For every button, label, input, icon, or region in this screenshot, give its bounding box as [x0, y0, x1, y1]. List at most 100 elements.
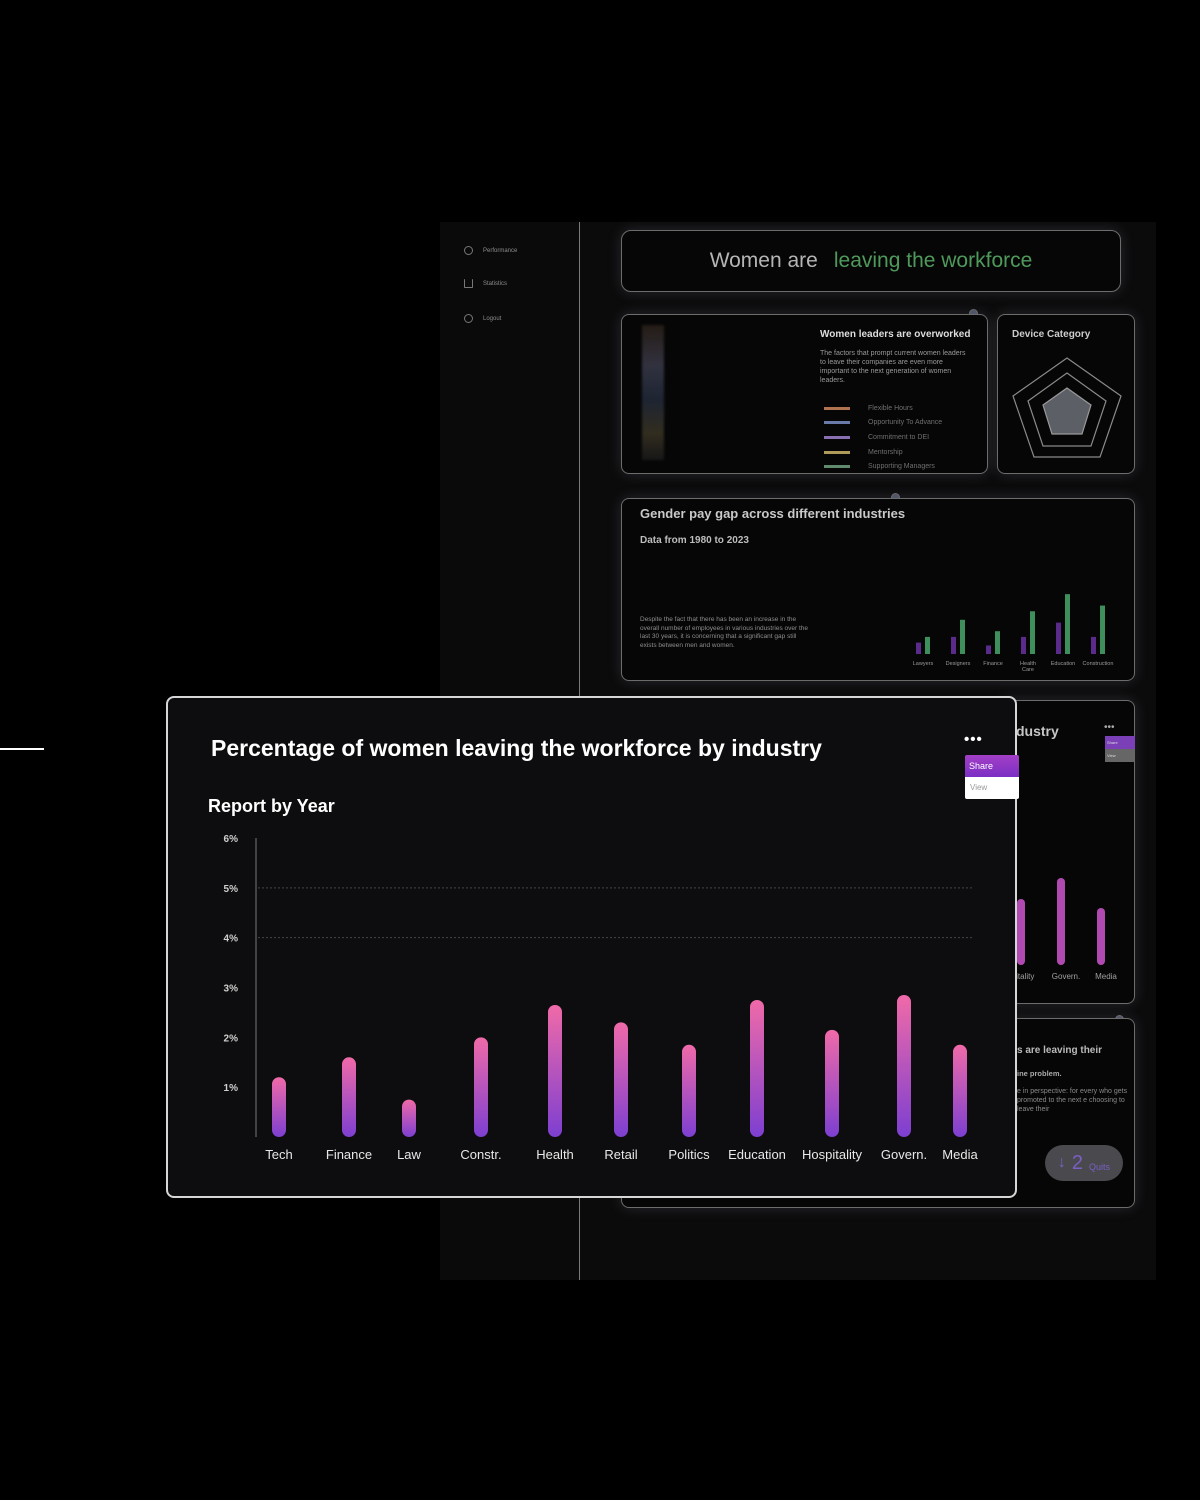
bar: [825, 1029, 839, 1137]
x-tick-label: Hospitality: [802, 1147, 862, 1162]
legend-swatch: [824, 406, 850, 410]
x-tick-label: Law: [397, 1147, 421, 1162]
options-menu: Share View: [965, 755, 1019, 799]
x-tick-label: Finance: [326, 1147, 372, 1162]
bar: [1097, 908, 1105, 965]
legend-swatch: [824, 450, 850, 454]
bar: [1091, 636, 1096, 654]
sidebar-item-statistics[interactable]: Statistics: [464, 279, 507, 288]
bar: [951, 636, 956, 654]
bar: [272, 1077, 286, 1137]
sidebar-item-performance[interactable]: Performance: [464, 246, 517, 255]
mini-menu: Share View: [1105, 736, 1135, 762]
bar-chart: 1% 2% 3% 4% 5% 6% Tech Finance Law Constr. Health R…: [224, 834, 979, 1162]
y-tick-label: 5%: [224, 884, 239, 895]
divider: [0, 748, 44, 750]
x-tick-label: Education: [1051, 661, 1075, 667]
more-icon[interactable]: •••: [1104, 722, 1115, 733]
bar: [1056, 622, 1061, 654]
bar: [548, 1004, 562, 1137]
bar: [897, 994, 911, 1137]
bar: [614, 1022, 628, 1137]
bar: [953, 1044, 967, 1137]
pay-gap-card: Gender pay gap across different industri…: [621, 498, 1135, 681]
legend-label: Flexible Hours: [868, 404, 913, 412]
arrow-down-icon: ↓: [1057, 1154, 1066, 1171]
bar: [986, 645, 991, 654]
sidebar-item-label: Statistics: [483, 280, 508, 287]
card-title: s are leaving their: [1017, 1045, 1103, 1056]
main-chart-card: Percentage of women leaving the workforc…: [166, 696, 1019, 1198]
device-category-card: Device Category: [997, 314, 1135, 474]
quits-count: 2: [1071, 1151, 1084, 1174]
industry-back-chart: spitality Govern. Media: [1008, 878, 1117, 981]
bar: [916, 642, 921, 654]
sidebar-item-label: Performance: [483, 247, 518, 254]
y-tick-label: 1%: [224, 1083, 239, 1094]
bar: [750, 999, 764, 1137]
x-tick-label: Health: [536, 1147, 574, 1162]
legend-label: Supporting Managers: [868, 463, 935, 471]
menu-share[interactable]: Share: [1105, 736, 1135, 749]
card-title: dustry: [1016, 723, 1059, 739]
hero-prefix: Women are: [709, 249, 818, 272]
x-tick-label: Constr.: [460, 1147, 501, 1162]
card-title: Gender pay gap across different industri…: [640, 506, 906, 521]
chart-title: Percentage of women leaving the workforc…: [211, 735, 822, 761]
more-options-icon[interactable]: •••: [964, 731, 983, 748]
sidebar-item-logout[interactable]: Logout: [464, 314, 501, 323]
bar: [1030, 611, 1035, 654]
card-description: The factors that prompt current women le…: [820, 350, 966, 384]
hero-banner: Women are leaving the workforce: [621, 230, 1121, 292]
refresh-icon: [464, 246, 473, 255]
bar: [1065, 594, 1070, 654]
x-tick-label: Govern.: [881, 1147, 927, 1162]
x-tick-label: Politics: [668, 1147, 710, 1162]
bar: [1100, 605, 1105, 654]
legend: Flexible Hours Opportunity To Advance Co…: [824, 401, 942, 474]
x-tick-label: Construction: [1083, 661, 1114, 667]
radar-chart: [1012, 357, 1122, 458]
sidebar-item-label: Logout: [483, 315, 502, 322]
bar: [960, 619, 965, 654]
y-tick-label: 2%: [224, 1033, 239, 1044]
x-tick-label: Health: [1020, 661, 1036, 667]
y-tick-label: 6%: [224, 834, 239, 845]
x-tick-label: Education: [728, 1147, 786, 1162]
legend-item: Mentorship: [824, 445, 942, 460]
bar: [1057, 878, 1065, 965]
menu-view[interactable]: View: [965, 777, 1019, 799]
x-tick-label: Govern.: [1052, 972, 1080, 981]
legend-item: Opportunity To Advance: [824, 416, 942, 431]
bar: [1021, 636, 1026, 654]
quits-label: Quits: [1089, 1162, 1111, 1172]
y-tick-label: 3%: [224, 984, 239, 995]
card-description: Despite the fact that there has been an …: [640, 616, 809, 649]
quits-badge[interactable]: ↓ 2 Quits: [1045, 1145, 1123, 1181]
industry-card-back: dustry ••• Share View spitality Govern. Me…: [1000, 700, 1135, 1004]
legend-label: Mentorship: [868, 448, 903, 456]
x-tick-label: Media: [1095, 972, 1117, 981]
stacked-bar-blurred: [642, 325, 664, 460]
card-description: e in perspective: for every who gets pro…: [1017, 1088, 1128, 1113]
x-tick-label: Care: [1022, 667, 1034, 673]
legend-swatch: [824, 465, 850, 469]
hero-highlight: leaving the workforce: [833, 249, 1033, 272]
legend-item: Supporting Managers: [824, 459, 942, 474]
x-tick-label: spitality: [1008, 972, 1035, 981]
menu-view[interactable]: View: [1105, 749, 1135, 762]
chart-subtitle: Report by Year: [208, 796, 335, 816]
bar: [342, 1057, 356, 1137]
bar: [1017, 899, 1025, 965]
bar: [474, 1037, 488, 1137]
x-tick-label: Media: [942, 1147, 978, 1162]
menu-share[interactable]: Share: [965, 755, 1019, 777]
card-subtitle: ine problem.: [1017, 1069, 1062, 1078]
y-tick-label: 4%: [224, 934, 239, 945]
logout-icon: [464, 314, 473, 323]
x-tick-label: Retail: [604, 1147, 637, 1162]
x-tick-label: Lawyers: [913, 661, 934, 667]
legend-item: Commitment to DEI: [824, 430, 942, 445]
card-title: Women leaders are overworked: [820, 329, 971, 340]
